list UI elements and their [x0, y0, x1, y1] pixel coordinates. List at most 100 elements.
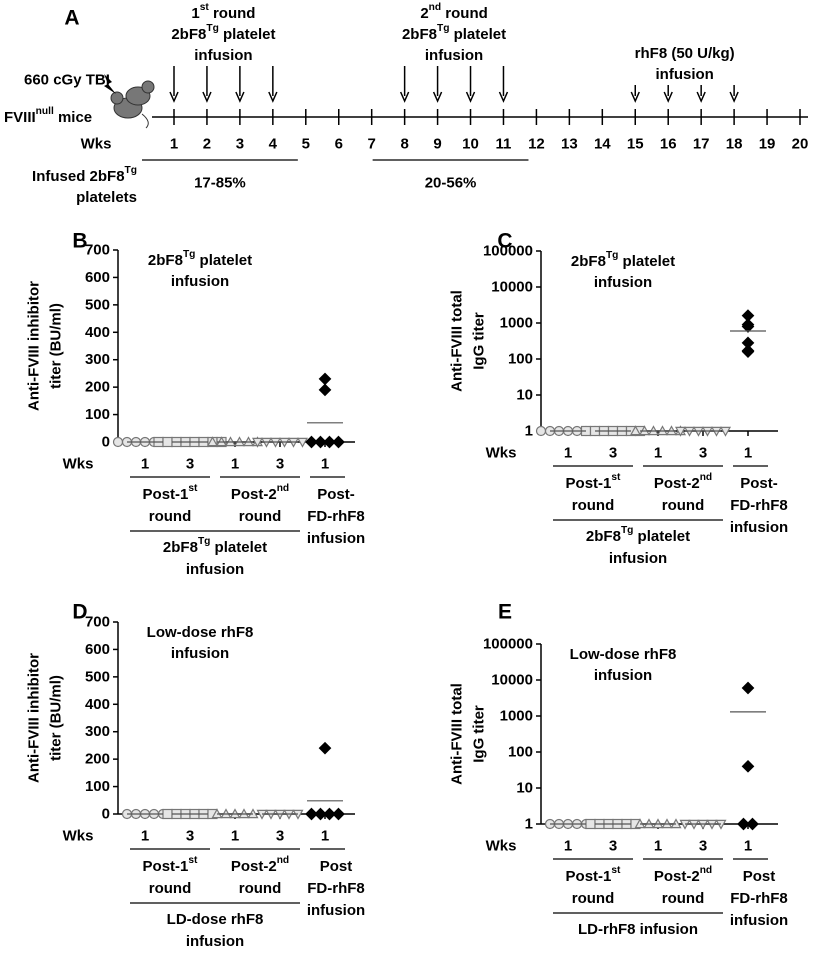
x-axis-label: Wks [63, 456, 94, 473]
x-axis-label: Wks [486, 445, 517, 462]
supergroup-label-part: 2bF8 [586, 528, 621, 545]
y-axis-label-line: Anti-FVIII total [449, 290, 466, 392]
week-label: 5 [302, 136, 310, 153]
group-label-part: Post [320, 858, 353, 875]
group-label-part: nd [277, 855, 289, 866]
group-label-part: round [149, 880, 192, 897]
y-axis-label: Anti-FVIII inhibitor titer (BU/ml) [26, 281, 65, 411]
group-label-part: round [572, 890, 615, 907]
y-tick-label: 1 [525, 816, 533, 833]
arrow-head [268, 91, 278, 103]
week-label: 6 [335, 136, 343, 153]
group-label: Post-2nd [231, 855, 289, 875]
group-label: round [662, 497, 705, 514]
round-label: infusion [656, 66, 714, 83]
round-label-part: 1 [191, 5, 199, 22]
x-tick-label: 1 [321, 456, 329, 473]
infused-label-part: platelets [76, 189, 137, 206]
x-tick-label: 1 [564, 838, 572, 855]
week-label: 10 [462, 136, 479, 153]
mice-label-part: null [36, 106, 54, 117]
point [251, 437, 264, 448]
round-label-part: infusion [656, 66, 714, 83]
supergroup-label: 2bF8Tg platelet [586, 525, 690, 545]
round-label-part: 2bF8 [402, 26, 437, 43]
y-tick-label: 10 [516, 387, 533, 404]
treatment-label: 660 cGy TBI [24, 72, 110, 89]
week-label: 19 [759, 136, 776, 153]
round-label-part: round [441, 5, 488, 22]
y-tick-label: 600 [85, 641, 110, 658]
x-axis-label: Wks [63, 828, 94, 845]
week-label: 14 [594, 136, 611, 153]
y-tick-label: 300 [85, 723, 110, 740]
point [741, 344, 755, 358]
point [112, 436, 124, 448]
group-label-part: FD-rhF8 [730, 890, 788, 907]
x-tick-label: 1 [564, 445, 572, 462]
group-label-part: nd [277, 483, 289, 494]
week-label: 11 [496, 136, 512, 153]
y-tick-label: 500 [85, 296, 110, 313]
week-label: 17 [693, 136, 710, 153]
panel-label: D [72, 601, 87, 624]
arrow-head [399, 91, 410, 103]
x-tick-label: 3 [186, 828, 194, 845]
group-label: round [239, 508, 282, 525]
group-label-part: FD-rhF8 [730, 497, 788, 514]
weeks-label: Wks [81, 136, 112, 153]
group-label: FD-rhF8 [307, 508, 365, 525]
group-label: Post-2nd [231, 483, 289, 503]
y-axis-label-line: titer (BU/ml) [48, 303, 65, 389]
x-tick-label: 3 [699, 445, 707, 462]
supergroup-label-part: LD-rhF8 infusion [578, 921, 698, 938]
round-label-part: platelet [219, 26, 276, 43]
group-label: infusion [307, 902, 365, 919]
supergroup-label-part: infusion [186, 933, 244, 950]
supergroup-label-part: Tg [621, 525, 633, 536]
group-label: FD-rhF8 [730, 890, 788, 907]
y-tick-label: 200 [85, 379, 110, 396]
y-tick-label: 300 [85, 351, 110, 368]
mouse-head [141, 80, 155, 94]
week-label: 13 [561, 136, 578, 153]
group-label-part: st [611, 865, 621, 876]
supergroup-label: infusion [609, 550, 667, 567]
x-tick-label: 1 [321, 828, 329, 845]
point [629, 425, 642, 436]
group-label: Post- [317, 486, 355, 503]
group-label-part: Post-1 [566, 868, 612, 885]
arrow-head [696, 91, 706, 103]
chart-title-part: 2bF8 [148, 252, 183, 269]
supergroup-label: infusion [186, 933, 244, 950]
chart-title-part: infusion [594, 667, 652, 684]
point [318, 741, 332, 755]
round-label-part: 2bF8 [171, 26, 206, 43]
point [323, 807, 336, 821]
week-label: 12 [528, 136, 545, 153]
round-label: infusion [194, 47, 252, 64]
panel-label: A [64, 7, 79, 30]
point [162, 808, 173, 820]
round-label-part: infusion [194, 47, 252, 64]
point [737, 817, 750, 831]
group-label: round [572, 890, 615, 907]
chart-title-part: Tg [606, 250, 618, 261]
y-axis-label: Anti-FVIII total IgG titer [449, 290, 488, 392]
x-tick-label: 3 [699, 838, 707, 855]
group-label-part: FD-rhF8 [307, 880, 365, 897]
x-axis-label: Wks [486, 838, 517, 855]
point [206, 436, 219, 447]
group-label: Post-2nd [654, 472, 712, 492]
chart-title-part: Low-dose rhF8 [570, 646, 677, 663]
supergroup-label-part: platelet [210, 539, 267, 556]
x-tick-label: 1 [654, 445, 662, 462]
x-tick-label: 1 [141, 828, 149, 845]
chart-title: infusion [171, 645, 229, 662]
y-tick-label: 100000 [483, 636, 533, 653]
range-label: 17-85% [194, 175, 246, 192]
week-label: 8 [400, 136, 408, 153]
mouse-tail [141, 113, 149, 129]
mice-label-part: FVIII [4, 109, 36, 126]
point [318, 383, 332, 397]
